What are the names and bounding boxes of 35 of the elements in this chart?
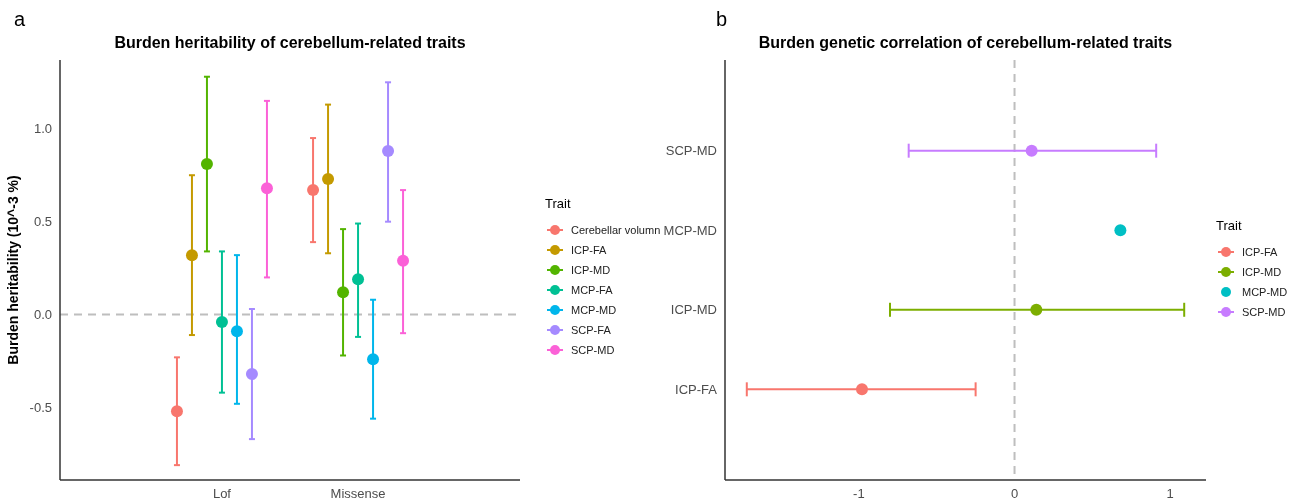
- x-tick-label: 1: [1166, 486, 1174, 501]
- legend-label: SCP-FA: [571, 323, 612, 336]
- point: [1025, 144, 1038, 157]
- chart-title: Burden genetic correlation of cerebellum-related traits: [758, 34, 1173, 51]
- x-tick-label: Missense: [330, 486, 386, 501]
- legend-label: MCP-FA: [571, 283, 614, 296]
- y-tick-label: SCP-MD: [665, 143, 717, 159]
- y-tick-label: 1.0: [33, 121, 52, 137]
- point: [1114, 224, 1127, 237]
- y-tick-label: MCP-MD: [663, 222, 717, 238]
- legend-label: SCP-MD: [1242, 305, 1286, 318]
- legend-label: ICP-MD: [571, 263, 611, 276]
- legend-title: Trait: [1216, 218, 1242, 233]
- legend-label: Cerebellar volumn: [571, 223, 661, 236]
- chart-title: Burden heritability of cerebellum-related traits: [114, 34, 466, 51]
- x-tick-label: -1: [853, 486, 865, 501]
- point: [855, 383, 868, 396]
- y-tick-label: ICP-MD: [670, 302, 717, 318]
- legend-label: ICP-FA: [571, 243, 608, 256]
- y-axis-title: Burden heritability (10^-3 %): [5, 175, 21, 365]
- y-tick-label: 0.0: [33, 307, 52, 323]
- text: b: [716, 8, 728, 30]
- legend-label: ICP-FA: [1242, 245, 1279, 258]
- x-tick-label: Lof: [212, 486, 232, 501]
- legend-label: ICP-MD: [1242, 265, 1282, 278]
- x-tick-label: 0: [1010, 486, 1019, 501]
- legend-label: MCP-MD: [571, 303, 617, 316]
- y-tick-label: 0.5: [33, 214, 52, 230]
- legend-label: SCP-MD: [571, 343, 615, 356]
- y-tick-label: ICP-FA: [675, 381, 718, 397]
- y-tick-label: -0.5: [29, 400, 52, 416]
- legend-label: MCP-MD: [1242, 285, 1288, 298]
- legend-title: Trait: [545, 196, 571, 211]
- point: [1030, 303, 1043, 316]
- text: a: [14, 8, 26, 30]
